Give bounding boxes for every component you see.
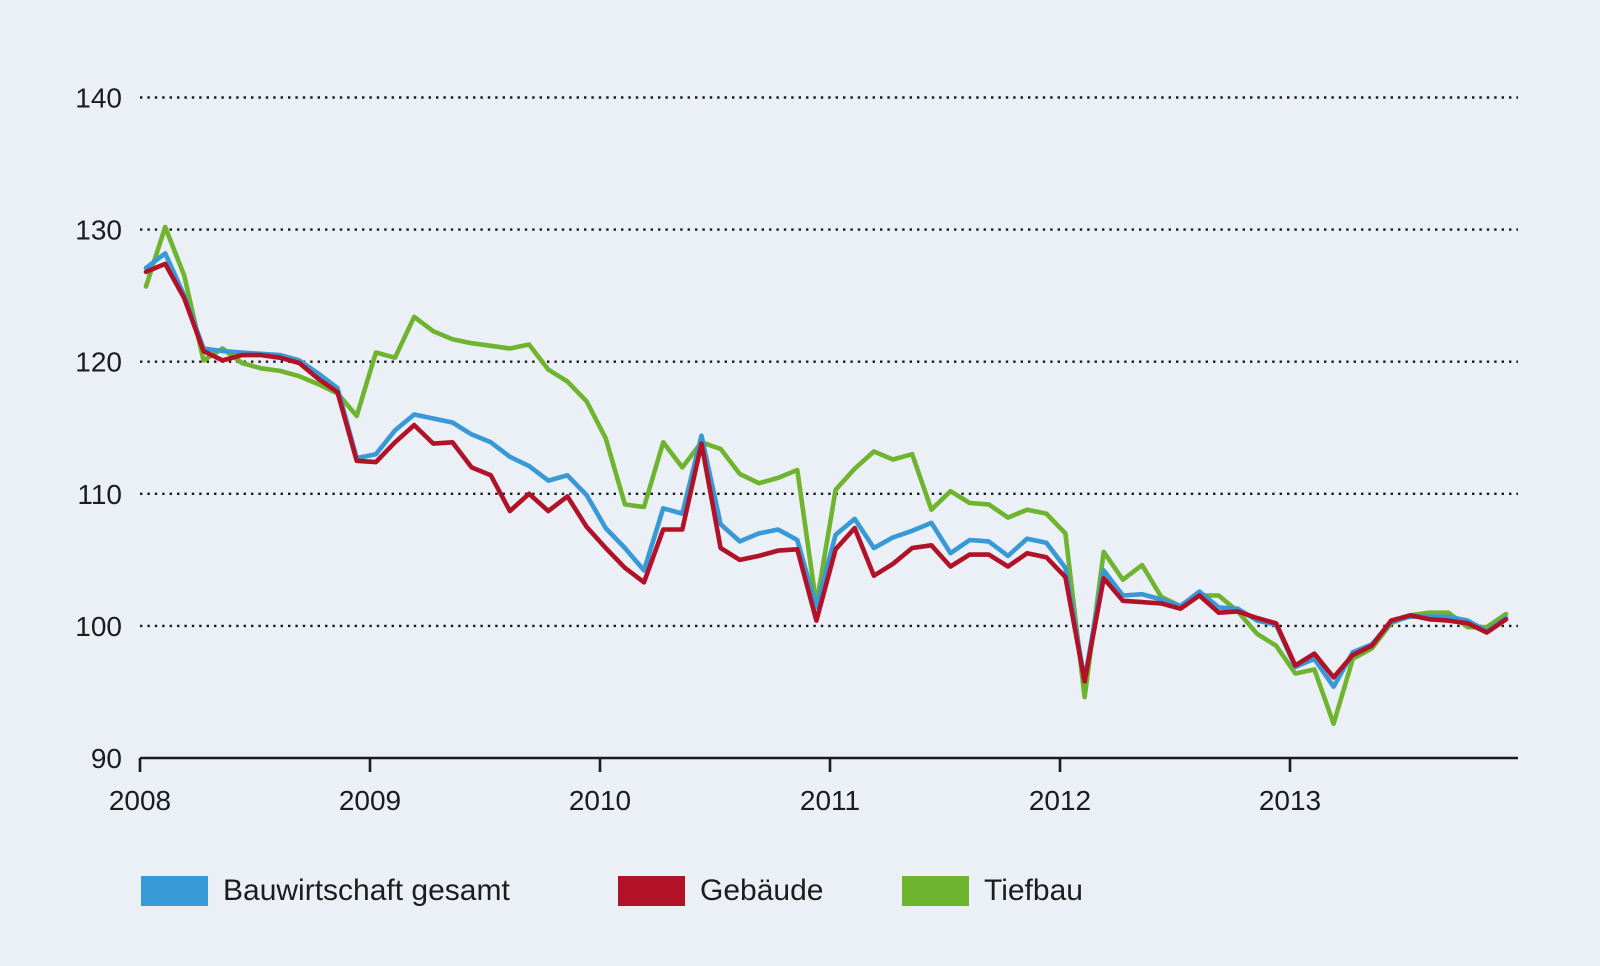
x-tick-label-2013: 2013 [1259,785,1321,816]
legend-label-bauwirtschaft-gesamt: Bauwirtschaft gesamt [223,874,510,907]
y-tick-label-90: 90 [91,743,122,774]
legend-label-gebaeude: Gebäude [700,874,824,907]
series-line-tiefbau [143,224,1509,727]
x-tick-label-2011: 2011 [800,785,860,816]
y-tick-label-140: 140 [75,83,122,114]
x-tick-label-2012: 2012 [1029,785,1091,816]
legend-label-tiefbau: Tiefbau [984,874,1083,907]
y-tick-label-120: 120 [75,347,122,378]
legend-swatch-gebaeude [618,876,685,906]
x-tick-label-2008: 2008 [109,785,171,816]
x-tick-label-2010: 2010 [569,785,631,816]
legend-item-gebaeude: Gebäude [618,876,823,906]
legend-swatch-bauwirtschaft-gesamt [141,876,208,906]
legend-item-bauwirtschaft-gesamt: Bauwirtschaft gesamt [141,876,510,906]
x-tick-label-2009: 2009 [339,785,401,816]
legend-swatch-tiefbau [902,876,969,906]
series-line-geb-ude [143,261,1509,684]
y-tick-label-130: 130 [75,215,122,246]
y-tick-label-100: 100 [75,611,122,642]
legend-item-tiefbau: Tiefbau [902,876,1083,906]
y-tick-label-110: 110 [77,479,122,510]
